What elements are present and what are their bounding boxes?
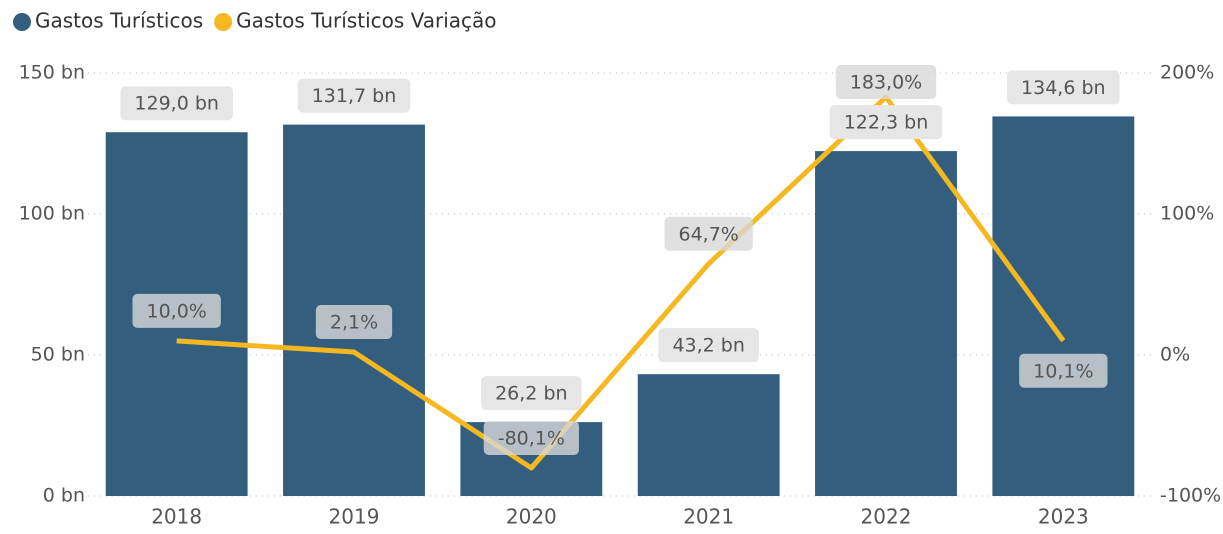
data-label: 10,1% xyxy=(1019,353,1108,388)
x-tick-label: 2023 xyxy=(1038,505,1089,529)
data-label-text: 131,7 bn xyxy=(312,85,397,107)
y-tick-label: 100 bn xyxy=(19,203,85,225)
data-label: 122,3 bn xyxy=(829,105,943,140)
data-label-text: 183,0% xyxy=(850,72,922,94)
x-tick-label: 2018 xyxy=(151,505,202,529)
data-label-box xyxy=(297,78,411,113)
y2-tick-label: -100% xyxy=(1160,485,1221,507)
bar xyxy=(992,116,1135,496)
data-label-box xyxy=(315,305,393,340)
data-label-box xyxy=(481,376,582,411)
data-label-box xyxy=(664,216,753,251)
legend-label: Gastos Turísticos Variação xyxy=(236,9,496,33)
data-label-box xyxy=(835,65,937,99)
bar xyxy=(637,374,780,496)
data-label-box xyxy=(829,105,943,140)
x-tick-label: 2021 xyxy=(683,505,734,529)
y2-tick-label: 200% xyxy=(1160,62,1214,84)
data-label-box xyxy=(120,86,233,121)
data-label: 183,0% xyxy=(835,65,937,99)
data-label: -80,1% xyxy=(483,420,579,455)
y2-tick-label: 100% xyxy=(1160,203,1214,225)
data-label: 26,2 bn xyxy=(481,376,582,411)
data-label: 2,1% xyxy=(315,305,393,340)
data-label: 43,2 bn xyxy=(658,328,759,363)
data-label: 131,7 bn xyxy=(297,78,411,113)
data-label-text: 10,1% xyxy=(1033,360,1093,382)
data-label: 129,0 bn xyxy=(120,86,233,121)
data-label-text: 26,2 bn xyxy=(495,383,567,405)
data-label-text: 134,6 bn xyxy=(1021,77,1106,99)
data-label: 134,6 bn xyxy=(1007,70,1120,105)
data-label-text: 10,0% xyxy=(146,300,206,322)
data-label: 10,0% xyxy=(132,293,221,328)
legend-label: Gastos Turísticos xyxy=(35,9,203,33)
y-tick-label: 50 bn xyxy=(31,344,85,366)
data-label: 64,7% xyxy=(664,216,753,251)
data-label-text: 2,1% xyxy=(330,312,378,334)
x-tick-label: 2022 xyxy=(861,505,912,529)
y-tick-label: 150 bn xyxy=(19,62,85,84)
data-label-text: 64,7% xyxy=(678,223,738,245)
legend-marker xyxy=(214,13,233,31)
data-label-text: 43,2 bn xyxy=(672,335,744,357)
x-tick-label: 2020 xyxy=(506,505,557,529)
data-label-text: -80,1% xyxy=(498,427,565,449)
bar xyxy=(815,151,957,496)
data-label-box xyxy=(483,420,579,455)
y2-tick-label: 0% xyxy=(1160,344,1190,366)
data-label-box xyxy=(658,328,759,363)
y-tick-label: 0 bn xyxy=(43,485,85,507)
data-label-text: 129,0 bn xyxy=(134,93,219,115)
legend-marker xyxy=(13,13,31,31)
data-label-box xyxy=(132,293,221,328)
x-tick-label: 2019 xyxy=(329,505,380,529)
data-label-text: 122,3 bn xyxy=(844,112,929,134)
data-label-box xyxy=(1007,70,1120,105)
data-label-box xyxy=(1019,353,1108,388)
